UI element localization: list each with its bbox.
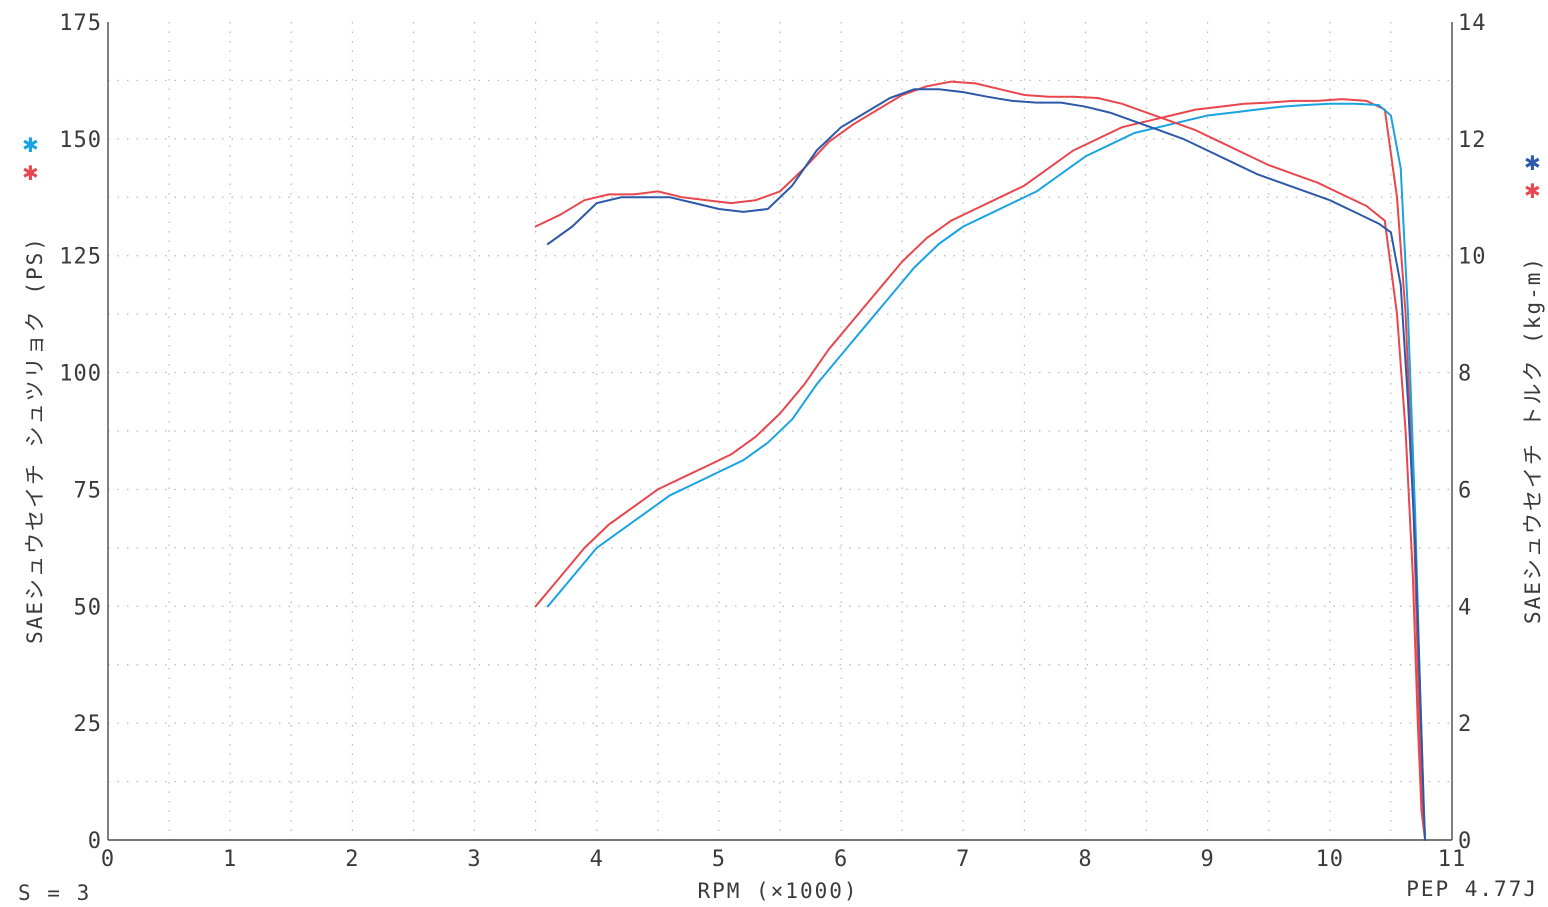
y-right-tick-label: 0 — [1458, 829, 1472, 854]
x-tick-label: 5 — [712, 847, 726, 872]
y-right-tick-label: 12 — [1458, 128, 1487, 153]
y-left-tick-label: 75 — [74, 478, 103, 503]
y-left-tick-label: 125 — [59, 245, 102, 270]
x-tick-label: 10 — [1316, 847, 1345, 872]
series-line-torque_red — [534, 80, 1427, 841]
y-left-tick-label: 150 — [59, 128, 102, 153]
y-left-tick-label: 100 — [59, 362, 102, 387]
right-marker-torque-red: ✱ — [1524, 179, 1541, 203]
y-right-tick-label: 14 — [1458, 11, 1487, 36]
x-tick-label: 4 — [590, 847, 604, 872]
x-tick-label: 7 — [956, 847, 970, 872]
series-line-power_red — [534, 98, 1427, 841]
y-right-tick-label: 6 — [1458, 478, 1472, 503]
left-marker-power-blue: ✱ — [22, 133, 39, 157]
right-marker-torque-blue: ✱ — [1524, 151, 1541, 175]
grid — [108, 22, 1452, 840]
series-line-torque_blue — [546, 88, 1427, 841]
y-left-tick-label: 50 — [74, 595, 103, 620]
x-tick-label: 6 — [834, 847, 848, 872]
y-right-tick-label: 4 — [1458, 595, 1472, 620]
y-right-tick-label: 8 — [1458, 362, 1472, 387]
y-left-tick-label: 0 — [88, 829, 102, 854]
series-line-power_blue — [546, 102, 1427, 841]
smoothing-label: S = 3 — [18, 881, 91, 905]
x-tick-label: 2 — [345, 847, 359, 872]
left-marker-power-red: ✱ — [22, 161, 39, 185]
y-right-tick-label: 2 — [1458, 712, 1472, 737]
x-tick-label: 8 — [1078, 847, 1092, 872]
y-left-tick-label: 175 — [59, 11, 102, 36]
y-right-tick-label: 10 — [1458, 245, 1487, 270]
y-axis-left-title: SAEシュウセイチ シュツリョク (PS) — [23, 236, 47, 644]
x-tick-label: 9 — [1201, 847, 1215, 872]
x-tick-label: 3 — [467, 847, 481, 872]
x-tick-label: 11 — [1438, 847, 1467, 872]
y-axis-right-title: SAEシュウセイチ トルク (kg-m) — [1521, 256, 1545, 624]
x-axis-title: RPM (×1000) — [697, 879, 858, 903]
code-label: PEP 4.77J — [1406, 877, 1538, 901]
axes — [107, 22, 1453, 841]
series-curves — [534, 80, 1427, 841]
y-left-tick-label: 25 — [74, 712, 103, 737]
x-tick-label: 0 — [101, 847, 115, 872]
tick-labels: 0 1 2 3 4 5 6 7 8 9 10 1102550751001251501750246810… — [59, 11, 1487, 872]
x-tick-label: 1 — [223, 847, 237, 872]
